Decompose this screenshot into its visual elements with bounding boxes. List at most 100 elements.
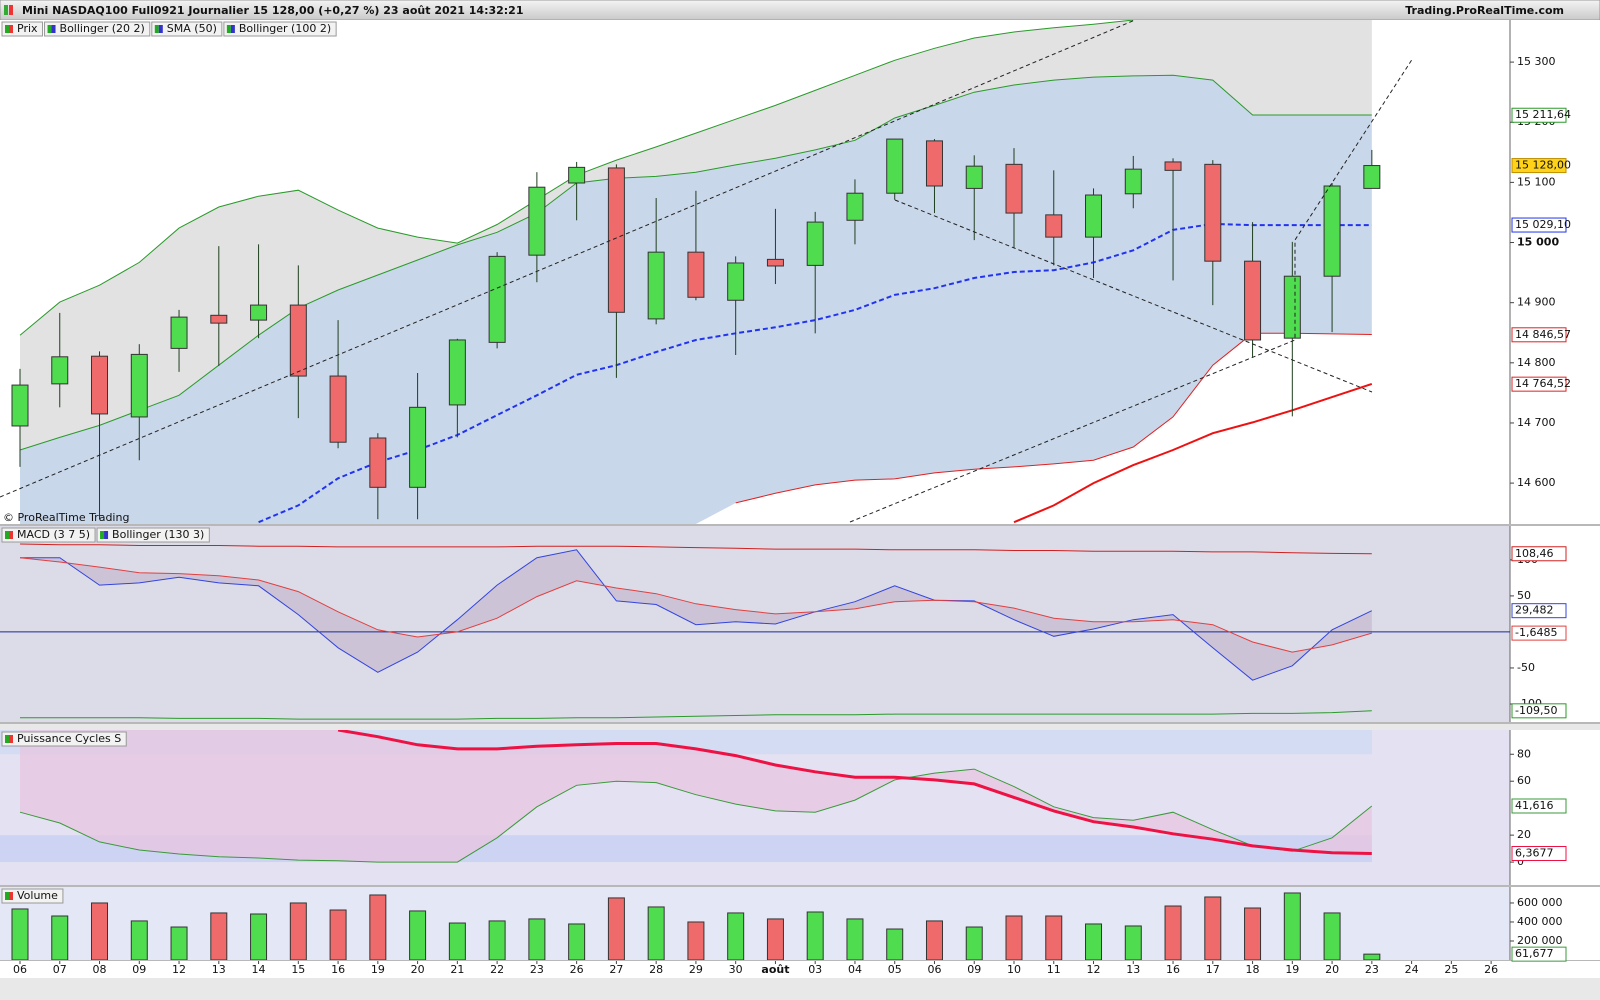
line [19, 543, 1372, 555]
candle-body [51, 356, 69, 385]
candle-body [607, 167, 625, 313]
price-tag [1511, 546, 1567, 562]
legend-swatch [230, 25, 235, 33]
candle-body [1283, 275, 1301, 339]
candle-body [1045, 214, 1063, 238]
icon [4, 5, 8, 15]
volume-bar [806, 911, 824, 960]
legend-swatch [226, 25, 231, 33]
volume-bar [965, 926, 983, 960]
volume-bar [766, 918, 784, 960]
x-tick-label: 19 [371, 963, 385, 976]
panel [11, 20, 1381, 524]
legend-label: Bollinger (100 2) [239, 22, 331, 35]
legend-swatch [104, 531, 109, 539]
volume-bar [51, 915, 69, 960]
x-tick-label: 08 [93, 963, 107, 976]
candle-body [687, 251, 705, 298]
volume-bar [369, 894, 387, 960]
plot-area: 15 300 15 20 0 15 100 15 000 14 900 14 800 14 7… [0, 20, 1600, 978]
y-tick-label: -50 [1517, 661, 1535, 674]
legend-swatch [9, 892, 13, 900]
band-fill [20, 730, 1372, 863]
y-tick-label: 600 000 [1517, 896, 1563, 909]
x-tick-label: 09 [132, 963, 146, 976]
volume-bar [886, 928, 904, 960]
volume-bar [1045, 915, 1063, 960]
icon [9, 5, 13, 15]
candle-body [1085, 194, 1103, 238]
site-name: Trading.ProRealTime.com [1405, 4, 1564, 17]
x-tick-label: août [761, 963, 789, 976]
volume-bar [448, 922, 466, 960]
y-tick-label: 50 [1517, 589, 1531, 602]
candle-body [965, 165, 983, 189]
line [19, 557, 1372, 653]
price-tag-label: 14 764,52 [1515, 377, 1571, 390]
volume-bar [607, 897, 625, 960]
x-tick-label: 27 [609, 963, 623, 976]
price-tag-label: 6,3677 [1515, 847, 1554, 860]
volume-bar [210, 912, 228, 960]
candle-body [11, 384, 29, 427]
x-tick-label: 30 [729, 963, 743, 976]
y-tick-label: 14 900 [1517, 296, 1556, 309]
x-tick-label: 26 [1484, 963, 1498, 976]
legend-box [151, 21, 223, 37]
y-tick-label: 15 000 [1517, 236, 1559, 249]
y-tick-label: 15 100 [1517, 175, 1556, 188]
price-tag-label: -109,50 [1515, 704, 1557, 717]
line [1013, 382, 1373, 524]
candle-body [91, 355, 109, 415]
price-tag [1511, 603, 1567, 619]
volume-bar [568, 923, 586, 960]
price-tag [1511, 107, 1567, 123]
band-fill [20, 549, 1372, 681]
y-tick-label: 20 [1517, 828, 1531, 841]
volume-bar [1204, 896, 1222, 960]
volume-bar [647, 906, 665, 960]
legend-label: Volume [17, 889, 58, 902]
line [337, 730, 1372, 855]
panel-bg [0, 526, 1510, 722]
price-tag [1511, 158, 1567, 174]
price-tag-label: 15 029,10 [1515, 218, 1571, 231]
volume-bar [289, 902, 307, 960]
volume-bar [170, 926, 188, 960]
candle-body [568, 166, 586, 184]
x-tick-label: 13 [212, 963, 226, 976]
price-tag-label: 15 128,00 [1515, 159, 1571, 172]
price-tag [1511, 327, 1567, 343]
x-tick-label: 23 [1365, 963, 1379, 976]
date-axis-bg [0, 961, 1600, 978]
candle-body [210, 314, 228, 324]
volume-bar [11, 908, 29, 960]
volume-bar [1164, 905, 1182, 960]
candle-body [329, 375, 347, 443]
x-tick-label: 17 [1206, 963, 1220, 976]
line [735, 332, 1372, 504]
window-title: Mini NASDAQ100 Full0921 Journalier 15 12… [22, 4, 523, 17]
candle-body [1005, 163, 1023, 214]
legend-swatch [9, 25, 13, 33]
price-tag-label: 61,677 [1515, 947, 1554, 960]
x-tick-label: 20 [1325, 963, 1339, 976]
x-tick-label: 24 [1405, 963, 1419, 976]
legend-box [1, 527, 96, 543]
candle-body [130, 353, 148, 418]
volume-bar [250, 913, 268, 960]
y-tick-label: 14 600 [1517, 476, 1556, 489]
candle-body [925, 140, 943, 187]
x-tick-label: 13 [1126, 963, 1140, 976]
volume-bar [1124, 925, 1142, 960]
candle-body [766, 258, 784, 267]
legend-label: MACD (3 7 5) [17, 528, 90, 541]
y-tick-label: 80 [1517, 747, 1531, 760]
candle-body [369, 437, 387, 488]
panel [0, 543, 1510, 720]
candle-body [250, 304, 268, 321]
legend-label: Prix [17, 22, 38, 35]
legend-swatch [51, 25, 56, 33]
volume-bar [409, 910, 427, 960]
